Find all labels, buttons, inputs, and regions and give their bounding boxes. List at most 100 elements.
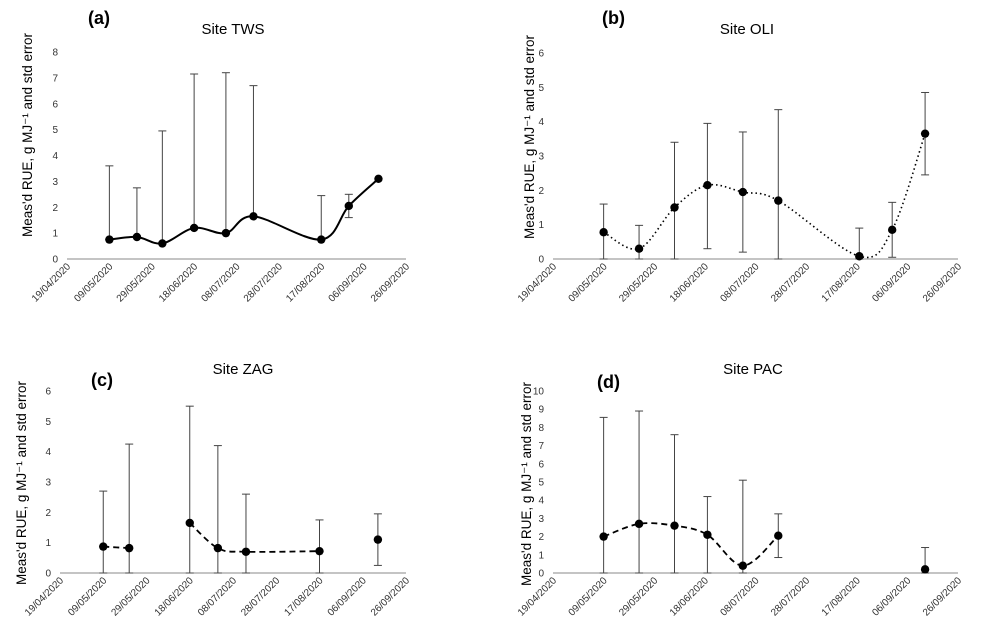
- x-tick-label: 28/07/2020: [769, 575, 812, 618]
- data-point: [599, 228, 608, 237]
- panel-letter: (d): [597, 372, 620, 392]
- x-tick-label: 17/08/2020: [820, 261, 863, 304]
- x-tick-label: 26/09/2020: [921, 575, 964, 618]
- data-point: [738, 561, 748, 570]
- x-tick-label: 28/07/2020: [239, 575, 282, 618]
- x-tick-label: 26/09/2020: [369, 261, 412, 304]
- y-tick-label: 2: [538, 532, 544, 543]
- x-tick-label: 26/09/2020: [369, 575, 412, 618]
- panel-a: (a) Site TWS Meas'd RUE, g MJ⁻¹ and std …: [20, 8, 412, 305]
- y-tick-label: 1: [538, 550, 544, 561]
- data-point: [670, 203, 679, 212]
- y-tick-label: 5: [538, 83, 544, 94]
- data-point: [373, 535, 383, 544]
- y-tick-label: 5: [52, 125, 58, 136]
- x-tick-label: 19/04/2020: [23, 575, 66, 618]
- panel-letter: (c): [91, 370, 113, 390]
- data-point: [920, 129, 930, 138]
- data-point: [315, 546, 324, 556]
- chart-title: Site OLI: [720, 21, 774, 38]
- x-tick-label: 29/05/2020: [617, 575, 660, 618]
- x-tick-label: 09/05/2020: [66, 575, 109, 618]
- data-point: [221, 228, 231, 238]
- data-point: [344, 201, 353, 211]
- data-point: [670, 521, 679, 530]
- x-tick-label: 06/09/2020: [326, 575, 369, 618]
- data-point: [634, 244, 644, 253]
- data-point: [774, 196, 783, 205]
- y-tick-label: 10: [533, 387, 545, 398]
- data-point: [125, 543, 134, 553]
- x-tick-label: 09/05/2020: [567, 575, 610, 618]
- y-axis-label: Meas'd RUE, g MJ⁻¹ and std error: [20, 32, 35, 237]
- y-tick-label: 2: [45, 508, 51, 519]
- y-tick-label: 1: [45, 538, 51, 549]
- panel-c: (c) Site ZAG Meas'd RUE, g MJ⁻¹ and std …: [14, 361, 412, 619]
- x-tick-label: 09/05/2020: [567, 261, 610, 304]
- y-tick-label: 9: [538, 405, 544, 416]
- y-tick-label: 3: [538, 514, 544, 525]
- y-tick-label: 7: [538, 441, 544, 452]
- y-tick-label: 6: [52, 99, 58, 110]
- data-point: [158, 239, 167, 248]
- data-point: [703, 180, 712, 190]
- x-tick-label: 26/09/2020: [921, 261, 964, 304]
- data-point: [99, 542, 108, 551]
- y-tick-label: 2: [52, 203, 58, 214]
- data-point: [599, 532, 608, 541]
- chart-title: Site ZAG: [213, 361, 274, 378]
- y-axis-label: Meas'd RUE, g MJ⁻¹ and std error: [522, 34, 537, 239]
- chart-title: Site TWS: [201, 21, 264, 38]
- data-point: [132, 232, 142, 242]
- y-tick-label: 4: [45, 447, 51, 458]
- y-tick-label: 4: [52, 151, 58, 162]
- data-point: [738, 187, 748, 197]
- y-tick-label: 0: [538, 569, 544, 580]
- data-point: [241, 547, 251, 556]
- panel-letter: (b): [602, 8, 625, 28]
- x-tick-label: 18/06/2020: [157, 261, 200, 304]
- x-tick-label: 29/05/2020: [617, 261, 660, 304]
- panel-letter: (a): [88, 8, 110, 28]
- x-tick-label: 18/06/2020: [668, 575, 711, 618]
- x-tick-label: 17/08/2020: [820, 575, 863, 618]
- x-tick-label: 18/06/2020: [153, 575, 196, 618]
- x-tick-label: 09/05/2020: [72, 261, 115, 304]
- x-tick-label: 17/08/2020: [284, 261, 327, 304]
- y-tick-label: 7: [52, 73, 58, 84]
- y-tick-label: 4: [538, 496, 544, 507]
- x-tick-label: 28/07/2020: [769, 261, 812, 304]
- series-line: [189, 522, 320, 553]
- data-point: [185, 518, 194, 528]
- y-tick-label: 1: [52, 229, 58, 240]
- y-tick-label: 2: [538, 186, 544, 197]
- data-point: [920, 565, 930, 574]
- y-tick-label: 6: [538, 49, 544, 60]
- x-tick-label: 17/08/2020: [282, 575, 325, 618]
- panel-b: (b) Site OLI Meas'd RUE, g MJ⁻¹ and std …: [516, 8, 964, 305]
- x-tick-label: 18/06/2020: [668, 261, 711, 304]
- y-axis-label: Meas'd RUE, g MJ⁻¹ and std error: [519, 381, 534, 586]
- y-tick-label: 4: [538, 117, 544, 128]
- y-tick-label: 6: [538, 459, 544, 470]
- data-point: [887, 225, 897, 235]
- data-point: [774, 531, 783, 540]
- x-tick-label: 08/07/2020: [196, 575, 239, 618]
- x-tick-label: 06/09/2020: [870, 575, 913, 618]
- x-tick-label: 19/04/2020: [516, 261, 559, 304]
- chart-title: Site PAC: [723, 361, 783, 378]
- series-line: [603, 133, 926, 259]
- panel-d: (d) Site PAC Meas'd RUE, g MJ⁻¹ and std …: [516, 361, 964, 619]
- data-point: [105, 235, 114, 244]
- x-tick-label: 08/07/2020: [199, 261, 242, 304]
- x-tick-label: 08/07/2020: [718, 575, 761, 618]
- series-line: [109, 178, 380, 245]
- y-tick-label: 6: [45, 387, 51, 398]
- y-tick-label: 5: [538, 478, 544, 489]
- y-tick-label: 0: [45, 569, 51, 580]
- data-point: [249, 212, 258, 221]
- y-tick-label: 8: [52, 48, 58, 59]
- y-tick-label: 1: [538, 220, 544, 231]
- y-tick-label: 3: [538, 152, 544, 163]
